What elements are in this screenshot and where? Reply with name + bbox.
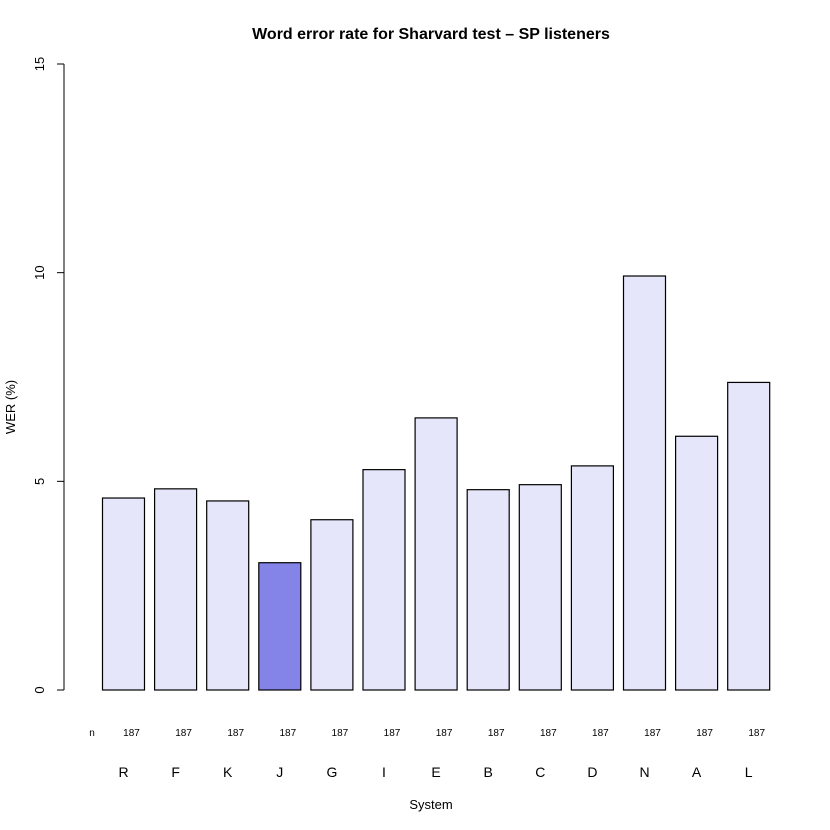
bar-i (362, 469, 406, 691)
n-count-i: 187 (384, 728, 401, 739)
x-tick-label-i: I (382, 764, 386, 780)
bar-g (310, 519, 354, 691)
bar-c (518, 484, 562, 691)
n-count-l: 187 (748, 728, 765, 739)
bar-r (101, 497, 146, 691)
y-axis-label: WER (%) (3, 380, 18, 434)
n-count-k: 187 (227, 728, 244, 739)
y-tick-label: 0 (32, 686, 47, 693)
x-tick-label-j: J (276, 764, 283, 780)
x-tick-label-k: K (223, 764, 233, 780)
bar-e (414, 417, 458, 691)
n-count-f: 187 (175, 728, 192, 739)
bar-f (154, 488, 198, 691)
chart-title: Word error rate for Sharvard test – SP l… (252, 26, 610, 43)
bar-k (206, 500, 250, 691)
bar-l (727, 381, 771, 691)
n-count-a: 187 (696, 728, 713, 739)
x-tick-label-n: N (639, 764, 649, 780)
x-tick-label-g: G (326, 764, 337, 780)
n-counts: 187 187 187 187 187 187 187 187 187 187 187 187 187 (123, 728, 765, 739)
n-count-r: 187 (123, 728, 140, 739)
n-count-n: 187 (644, 728, 661, 739)
x-tick-label-b: B (484, 764, 493, 780)
bar-j (258, 562, 302, 691)
n-count-d: 187 (592, 728, 609, 739)
bar-n (622, 275, 667, 691)
bar-d (570, 465, 615, 691)
x-tick-label-l: L (745, 764, 753, 780)
x-tick-label-c: C (535, 764, 545, 780)
n-count-e: 187 (436, 728, 453, 739)
x-tick-label-f: F (171, 764, 180, 780)
y-tick-label: 15 (32, 57, 47, 71)
bar-b (466, 489, 510, 691)
x-tick-label-e: E (431, 764, 440, 780)
y-axis-ticks: 0 5 10 15 (32, 57, 64, 694)
bar-a (674, 435, 719, 691)
y-tick-label: 5 (32, 478, 47, 485)
n-row-label: n (89, 728, 95, 739)
x-tick-label-d: D (587, 764, 597, 780)
bars (101, 275, 771, 691)
x-tick-label-r: R (118, 764, 128, 780)
n-count-c: 187 (540, 728, 557, 739)
y-tick-label: 10 (32, 265, 47, 279)
n-count-j: 187 (279, 728, 296, 739)
x-tick-label-a: A (692, 764, 702, 780)
n-count-g: 187 (332, 728, 349, 739)
x-axis-label: System (409, 797, 452, 812)
n-count-b: 187 (488, 728, 505, 739)
